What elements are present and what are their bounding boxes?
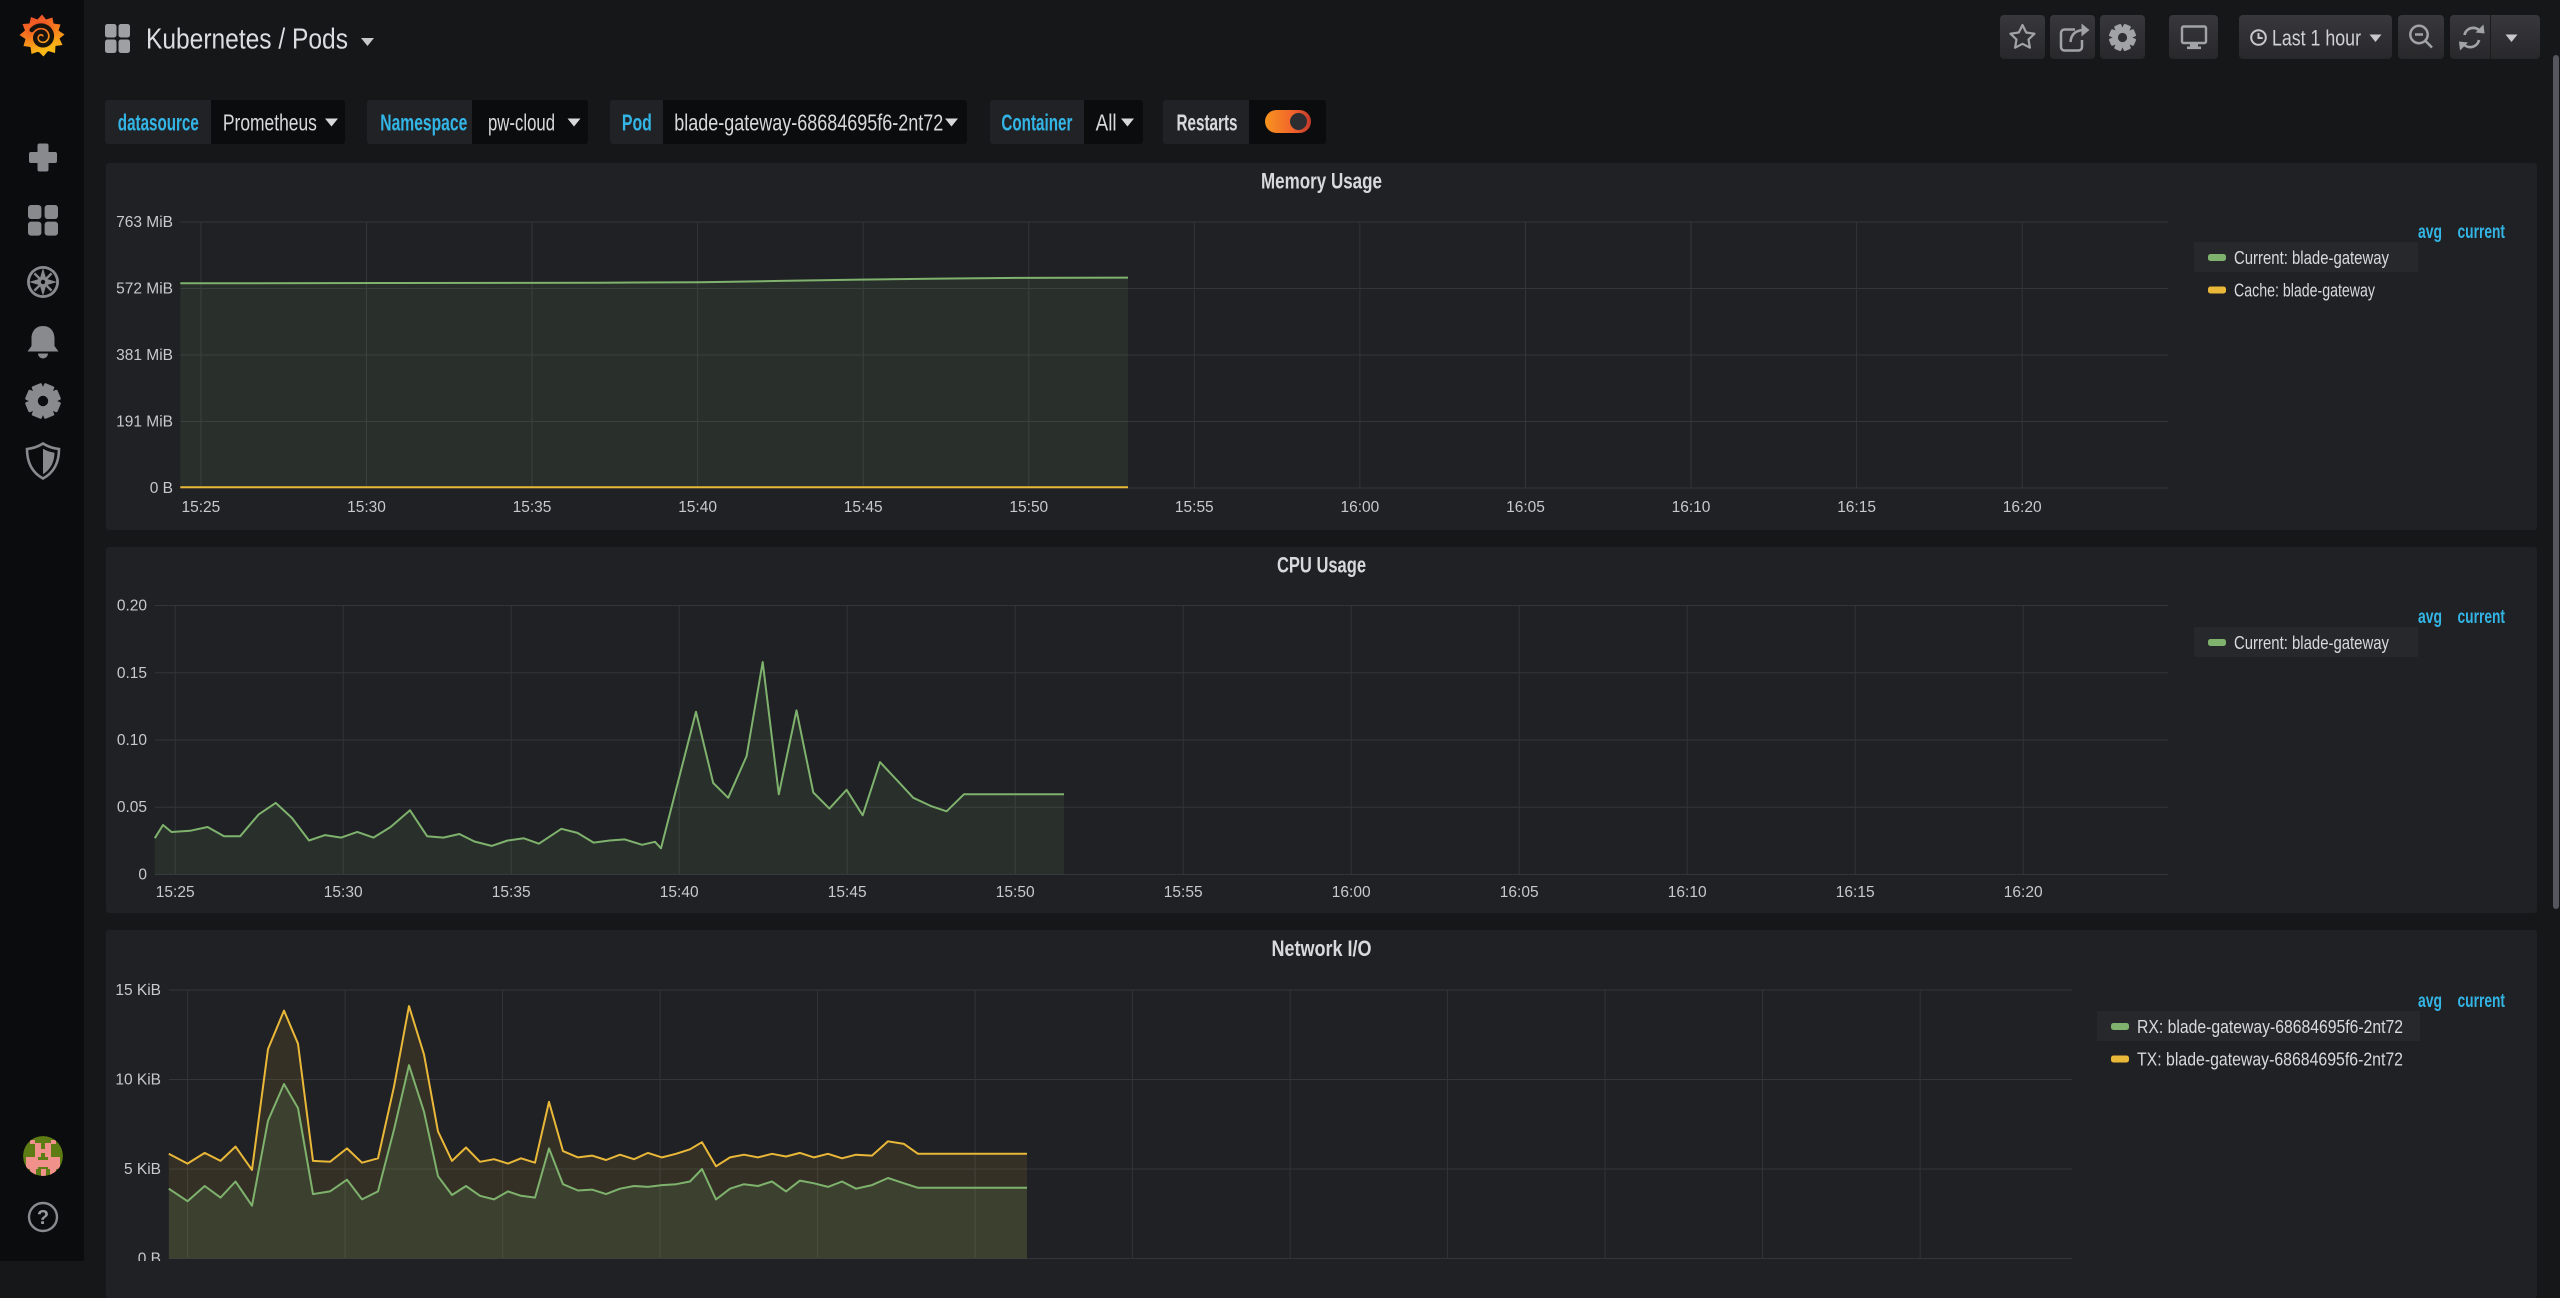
svg-text:15:45: 15:45 [844,499,883,516]
svg-text:10 KiB: 10 KiB [115,1072,161,1089]
svg-text:15 KiB: 15 KiB [115,982,161,999]
svg-text:15:50: 15:50 [996,884,1035,901]
svg-text:16:00: 16:00 [1341,499,1380,516]
svg-text:16:20: 16:20 [2004,884,2043,901]
svg-text:current: current [2458,607,2506,628]
svg-text:Last 1 hour: Last 1 hour [2272,26,2361,51]
svg-text:0.20: 0.20 [117,598,148,615]
svg-text:15:35: 15:35 [513,499,552,516]
svg-text:Current: blade-gateway: Current: blade-gateway [2234,247,2390,268]
svg-text:15:30: 15:30 [347,499,386,516]
svg-text:15:55: 15:55 [1175,499,1214,516]
svg-text:Network I/O: Network I/O [1272,936,1372,961]
svg-text:Namespace: Namespace [380,110,467,136]
svg-text:Pod: Pod [622,110,652,136]
svg-text:0.05: 0.05 [117,799,147,816]
svg-text:avg: avg [2418,607,2442,628]
svg-text:15:45: 15:45 [828,884,867,901]
svg-text:15:40: 15:40 [678,499,717,516]
svg-text:15:25: 15:25 [182,499,221,516]
svg-text:16:20: 16:20 [2003,499,2042,516]
svg-text:current: current [2458,222,2506,243]
svg-text:avg: avg [2418,991,2442,1012]
svg-text:15:40: 15:40 [660,884,699,901]
svg-text:15:25: 15:25 [156,884,195,901]
svg-text:CPU Usage: CPU Usage [1277,553,1366,578]
svg-text:16:15: 16:15 [1836,884,1875,901]
svg-text:0: 0 [138,867,147,884]
svg-text:0.10: 0.10 [117,732,148,749]
svg-text:16:05: 16:05 [1506,499,1545,516]
svg-text:572 MiB: 572 MiB [116,281,173,298]
svg-text:Restarts: Restarts [1177,110,1238,136]
svg-text:0 B: 0 B [150,480,173,497]
svg-text:blade-gateway-68684695f6-2nt72: blade-gateway-68684695f6-2nt72 [674,110,943,136]
svg-text:Cache: blade-gateway: Cache: blade-gateway [2234,280,2376,301]
svg-text:Current: blade-gateway: Current: blade-gateway [2234,632,2390,653]
svg-text:0.15: 0.15 [117,665,147,682]
svg-text:16:05: 16:05 [1500,884,1539,901]
svg-text:avg: avg [2418,222,2442,243]
svg-text:Kubernetes / Pods: Kubernetes / Pods [146,24,348,56]
svg-text:Prometheus: Prometheus [223,110,317,136]
svg-text:16:10: 16:10 [1672,499,1711,516]
svg-text:15:55: 15:55 [1164,884,1203,901]
svg-text:pw-cloud: pw-cloud [488,110,555,136]
svg-text:0 B: 0 B [138,1251,161,1262]
svg-text:All: All [1096,110,1117,136]
svg-text:381 MiB: 381 MiB [116,347,173,364]
svg-text:16:10: 16:10 [1668,884,1707,901]
svg-text:current: current [2458,991,2506,1012]
svg-text:15:30: 15:30 [324,884,363,901]
svg-text:15:35: 15:35 [492,884,531,901]
svg-text:Memory Usage: Memory Usage [1261,169,1382,194]
svg-text:datasource: datasource [118,110,199,136]
svg-text:191 MiB: 191 MiB [116,414,173,431]
svg-text:16:15: 16:15 [1837,499,1876,516]
svg-text:16:00: 16:00 [1332,884,1371,901]
svg-text:RX: blade-gateway-68684695f6-2: RX: blade-gateway-68684695f6-2nt72 [2137,1016,2403,1037]
svg-text:15:50: 15:50 [1009,499,1048,516]
svg-text:763 MiB: 763 MiB [116,214,173,231]
svg-text:TX: blade-gateway-68684695f6-2: TX: blade-gateway-68684695f6-2nt72 [2137,1049,2403,1070]
svg-text:Container: Container [1001,110,1072,136]
svg-text:5 KiB: 5 KiB [124,1161,161,1178]
svg-text:?: ? [37,1207,49,1229]
